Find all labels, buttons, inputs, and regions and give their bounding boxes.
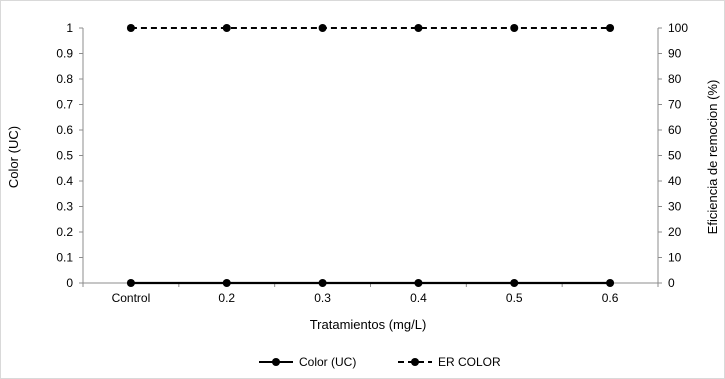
axes-group	[79, 27, 662, 287]
y-tick-label: 0.4	[56, 174, 73, 188]
data-point	[510, 279, 519, 287]
data-point	[126, 24, 135, 32]
data-point	[318, 24, 327, 32]
legend-marker	[411, 358, 419, 366]
legend-label: Color (UC)	[299, 355, 356, 369]
y2-tick-label: 90	[668, 47, 682, 61]
y2-axis-label: Eficiencia de remocion (%)	[705, 80, 720, 235]
y2-tick-label: 10	[668, 251, 682, 265]
legend: Color (UC) ER COLOR	[259, 355, 501, 369]
y-axis-label: Color (UC)	[6, 126, 21, 188]
y-tick-label: 0	[66, 276, 73, 290]
y2-tick-label: 70	[668, 98, 682, 112]
data-point	[414, 24, 423, 32]
y-tick-label: 0.7	[56, 98, 73, 112]
y-tick-label: 0.9	[56, 47, 73, 61]
series-color-uc	[126, 279, 615, 287]
x-tick-label: 0.4	[410, 291, 427, 305]
data-point	[606, 24, 615, 32]
tick-labels-group: 00.10.20.30.40.50.60.70.80.9101020304050…	[56, 21, 688, 305]
y2-tick-label: 60	[668, 123, 682, 137]
legend-label: ER COLOR	[438, 355, 501, 369]
data-point	[510, 24, 519, 32]
y2-tick-label: 100	[668, 21, 688, 35]
y-tick-label: 0.2	[56, 225, 73, 239]
x-tick-label: 0.3	[314, 291, 331, 305]
y2-tick-label: 40	[668, 174, 682, 188]
legend-entry-er-color: ER COLOR	[398, 355, 501, 369]
data-point	[318, 279, 327, 287]
x-tick-label: 0.2	[218, 291, 235, 305]
y-tick-label: 0.3	[56, 200, 73, 214]
y-tick-label: 0.6	[56, 123, 73, 137]
y-tick-label: 0.5	[56, 149, 73, 163]
series-group	[126, 24, 615, 287]
y2-tick-label: 50	[668, 149, 682, 163]
data-point	[414, 279, 423, 287]
x-tick-label: 0.5	[506, 291, 523, 305]
data-point	[222, 279, 231, 287]
y2-tick-label: 0	[668, 276, 675, 290]
y-tick-label: 1	[66, 21, 73, 35]
x-axis-label: Tratamientos (mg/L)	[310, 317, 427, 332]
y-tick-label: 0.1	[56, 251, 73, 265]
data-point	[222, 24, 231, 32]
y2-tick-label: 20	[668, 225, 682, 239]
y2-tick-label: 80	[668, 72, 682, 86]
x-tick-label: 0.6	[602, 291, 619, 305]
y-tick-label: 0.8	[56, 72, 73, 86]
data-point	[606, 279, 615, 287]
legend-entry-color-uc: Color (UC)	[259, 355, 356, 369]
x-tick-label: Control	[112, 291, 151, 305]
data-point	[126, 279, 135, 287]
y2-tick-label: 30	[668, 200, 682, 214]
legend-marker	[272, 358, 280, 366]
series-er-color	[126, 24, 615, 32]
